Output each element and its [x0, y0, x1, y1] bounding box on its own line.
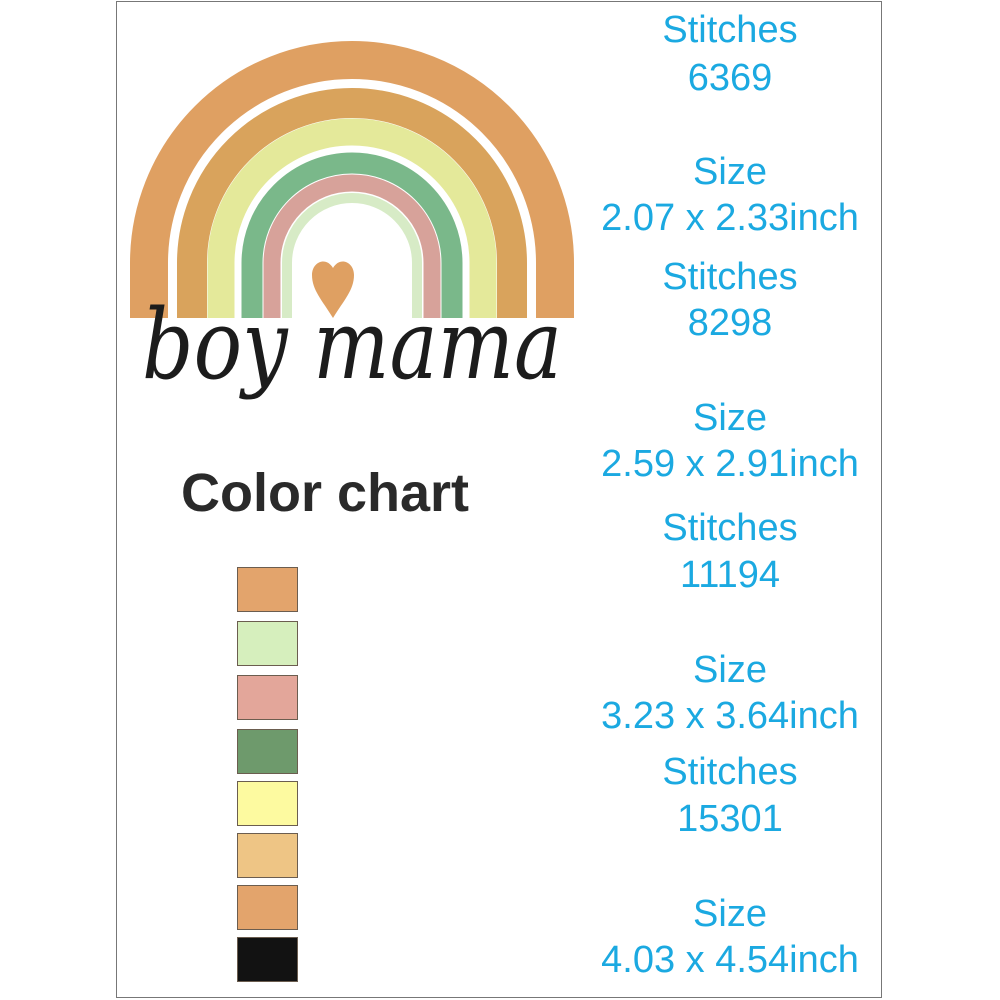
rainbow-arc	[130, 41, 574, 318]
size-label: Size	[693, 893, 767, 935]
rainbow-arc	[241, 152, 463, 318]
color-swatch	[237, 937, 298, 982]
size-value: 2.59 x 2.91inch	[601, 443, 859, 485]
image-frame	[116, 1, 882, 998]
rainbow-arc	[207, 118, 497, 318]
size-label: Size	[693, 151, 767, 193]
stitches-label: Stitches	[662, 507, 798, 549]
color-swatch	[237, 675, 298, 720]
stitches-value: 11194	[679, 554, 781, 596]
size-label: Size	[693, 649, 767, 691]
color-swatch	[237, 781, 298, 826]
color-chart-title: Color chart	[180, 463, 470, 523]
color-swatch	[237, 885, 298, 930]
stitches-label: Stitches	[662, 9, 798, 51]
stitches-value: 6369	[687, 57, 773, 99]
rainbow-arc	[282, 193, 422, 318]
size-value: 2.07 x 2.33inch	[601, 197, 859, 239]
color-swatch	[237, 567, 298, 612]
size-value: 3.23 x 3.64inch	[601, 695, 859, 737]
color-swatch	[237, 729, 298, 774]
stitches-value: 8298	[687, 302, 773, 344]
design-text: boy mama	[142, 289, 562, 401]
stitches-label: Stitches	[662, 256, 798, 298]
stitches-value: 15301	[677, 798, 783, 840]
stitches-label: Stitches	[662, 751, 798, 793]
color-swatch	[237, 621, 298, 666]
size-label: Size	[693, 397, 767, 439]
rainbow-arc	[177, 88, 527, 318]
color-swatch	[237, 833, 298, 878]
size-value: 4.03 x 4.54inch	[601, 939, 859, 981]
heart-icon	[312, 261, 354, 318]
rainbow-arc	[263, 174, 441, 318]
